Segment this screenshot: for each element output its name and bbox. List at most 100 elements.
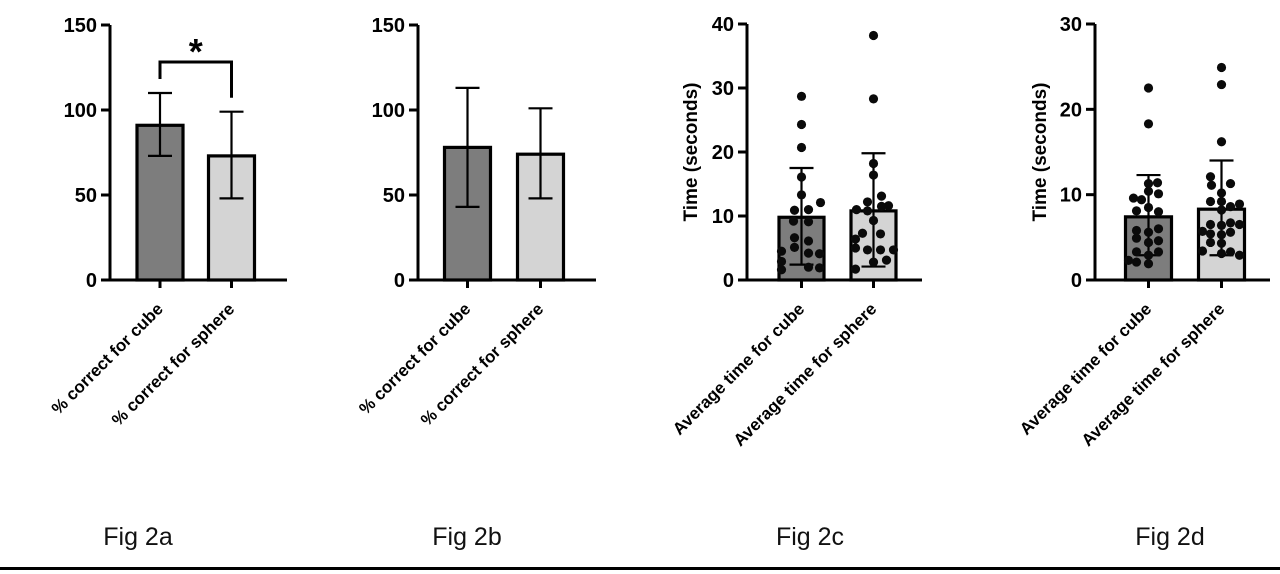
x-category-label: % correct for sphere xyxy=(108,299,238,429)
scatter-point xyxy=(1216,62,1227,73)
scatter-point xyxy=(850,264,861,274)
y-tick-label: 150 xyxy=(64,15,97,37)
scatter-point xyxy=(1153,224,1164,234)
scatter-point xyxy=(796,172,807,182)
scatter-point xyxy=(1216,188,1227,198)
scatter-point xyxy=(1131,206,1142,216)
x-category-label: Average time for cube xyxy=(1016,299,1155,438)
scatter-point xyxy=(1216,220,1227,230)
x-category-label: Average time for cube xyxy=(669,299,808,438)
scatter-point xyxy=(1153,236,1164,246)
scatter-point xyxy=(876,201,887,211)
y-tick-label: 0 xyxy=(723,270,734,292)
scatter-point xyxy=(868,158,879,169)
figure-caption-2d: Fig 2d xyxy=(1135,523,1205,551)
y-tick-label: 20 xyxy=(712,142,734,164)
y-tick-label: 30 xyxy=(712,78,734,100)
chart-fig2d: 0 10 20 30 Time (seconds) Average time for cu… xyxy=(1016,14,1270,450)
scatter-point xyxy=(876,191,887,201)
scatter-point xyxy=(850,243,861,253)
scatter-point xyxy=(1234,199,1245,209)
scatter-point xyxy=(796,142,807,153)
scatter-point xyxy=(881,255,892,265)
scatter-point xyxy=(888,245,899,255)
y-tick-label: 100 xyxy=(372,100,405,122)
scatter-point xyxy=(1216,205,1227,215)
scatter-point xyxy=(803,236,814,246)
y-axis-label: Time (seconds) xyxy=(681,82,702,221)
scatter-point xyxy=(1143,186,1154,196)
scatter-point xyxy=(1153,247,1164,257)
scatter-point xyxy=(789,205,800,215)
scatter-point xyxy=(1131,247,1142,257)
scatter-point xyxy=(1205,237,1216,248)
y-tick-label: 50 xyxy=(75,185,97,207)
scatter-point xyxy=(1128,193,1139,203)
y-tick-label: 0 xyxy=(86,270,97,292)
scatter-point xyxy=(1205,196,1216,207)
scatter-point xyxy=(851,205,862,215)
scatter-point xyxy=(1216,79,1227,90)
scatter-point xyxy=(1153,207,1164,217)
scatter-point xyxy=(1225,218,1236,228)
scatter-point xyxy=(1216,238,1227,248)
scatter-point xyxy=(1234,219,1245,230)
y-tick-label: 40 xyxy=(712,14,734,36)
x-category-label: Average time for sphere xyxy=(1078,299,1229,450)
scatter-point xyxy=(803,262,814,272)
scatter-point xyxy=(1197,246,1208,256)
scatter-point xyxy=(803,248,814,258)
scatter-point xyxy=(1216,196,1227,207)
scatter-point xyxy=(1225,178,1236,189)
scatter-point xyxy=(1143,119,1154,129)
bottom-rule xyxy=(0,567,1280,570)
figure-caption-2b: Fig 2b xyxy=(432,523,502,551)
scatter-point xyxy=(868,257,879,267)
scatter-point xyxy=(1143,227,1154,237)
scatter-point xyxy=(1143,178,1154,189)
scatter-point xyxy=(862,206,873,216)
scatter-point xyxy=(868,94,879,104)
scatter-point xyxy=(788,216,799,226)
y-tick-label: 30 xyxy=(1060,14,1082,36)
scatter-point xyxy=(1131,233,1142,243)
scatter-point xyxy=(1216,248,1227,259)
scatter-point xyxy=(1143,202,1154,213)
scatter-point xyxy=(1225,227,1236,237)
y-tick-label: 10 xyxy=(712,206,734,228)
y-tick-label: 150 xyxy=(372,15,405,37)
x-category-label: Average time for sphere xyxy=(730,299,881,450)
scatter-point xyxy=(1136,195,1147,205)
scatter-point xyxy=(796,91,807,101)
scatter-point xyxy=(868,170,879,180)
scatter-point xyxy=(796,190,807,200)
scatter-point xyxy=(803,205,814,215)
scatter-point xyxy=(789,242,800,252)
y-tick-label: 20 xyxy=(1060,99,1082,121)
figure-caption-2a: Fig 2a xyxy=(103,523,173,551)
scatter-point xyxy=(1197,226,1208,236)
y-tick-label: 0 xyxy=(394,270,405,292)
scatter-point xyxy=(1123,255,1134,265)
scatter-point xyxy=(1205,229,1216,239)
scatter-point xyxy=(1216,137,1227,147)
significance-bracket xyxy=(158,60,233,98)
scatter-point xyxy=(1234,250,1245,260)
y-tick-label: 50 xyxy=(383,185,405,207)
scatter-point xyxy=(814,263,825,273)
figure-caption-2c: Fig 2c xyxy=(775,523,845,551)
scatter-point xyxy=(1205,172,1216,182)
scatter-point xyxy=(776,265,787,275)
y-axis-label: Time (seconds) xyxy=(1030,82,1051,221)
scatter-point xyxy=(1225,247,1236,257)
scatter-point xyxy=(875,229,886,239)
scatter-point xyxy=(776,246,787,256)
scatter-point xyxy=(815,197,826,208)
scatter-point xyxy=(1131,257,1142,267)
scatter-point xyxy=(1143,83,1154,93)
scatter-point xyxy=(868,30,879,41)
scatter-point xyxy=(883,201,894,211)
scatter-point xyxy=(1143,259,1154,269)
scatter-point xyxy=(1143,250,1154,260)
